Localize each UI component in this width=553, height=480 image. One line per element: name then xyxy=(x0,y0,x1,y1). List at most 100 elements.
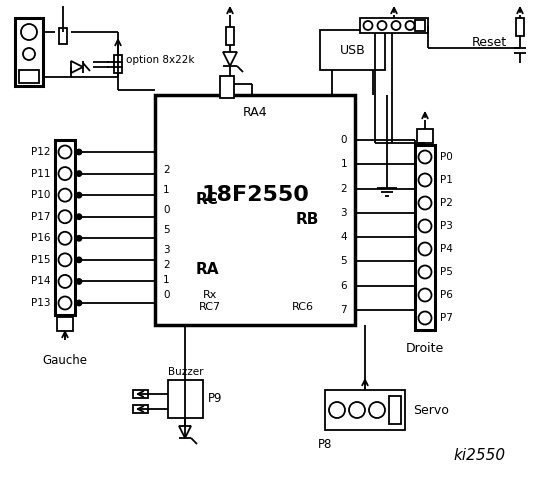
Circle shape xyxy=(419,265,431,278)
Text: Reset: Reset xyxy=(472,36,507,49)
Circle shape xyxy=(23,48,35,60)
Circle shape xyxy=(363,21,373,30)
Text: P0: P0 xyxy=(440,152,453,162)
Text: P17: P17 xyxy=(30,212,50,222)
Bar xyxy=(57,317,73,331)
Text: 6: 6 xyxy=(341,281,347,291)
Text: 3: 3 xyxy=(341,208,347,218)
Polygon shape xyxy=(71,61,83,73)
Bar xyxy=(320,30,385,70)
Circle shape xyxy=(369,402,385,418)
Circle shape xyxy=(349,402,365,418)
Text: 2: 2 xyxy=(163,260,170,270)
Bar xyxy=(155,95,355,325)
Text: 0: 0 xyxy=(163,290,170,300)
Circle shape xyxy=(419,242,431,255)
Text: 5: 5 xyxy=(341,256,347,266)
Circle shape xyxy=(59,253,71,266)
Circle shape xyxy=(59,167,71,180)
Text: 2: 2 xyxy=(163,165,170,175)
Text: 18F2550: 18F2550 xyxy=(201,185,309,205)
Text: Servo: Servo xyxy=(413,404,449,417)
Text: 1: 1 xyxy=(163,185,170,195)
Text: P4: P4 xyxy=(440,244,453,254)
Bar xyxy=(417,129,433,143)
Circle shape xyxy=(329,402,345,418)
Circle shape xyxy=(392,21,400,30)
Text: 1: 1 xyxy=(341,159,347,169)
Polygon shape xyxy=(179,426,191,438)
Polygon shape xyxy=(223,52,237,66)
Circle shape xyxy=(378,21,387,30)
Text: P15: P15 xyxy=(30,255,50,265)
Text: 1: 1 xyxy=(163,275,170,285)
Bar xyxy=(516,18,524,36)
Text: 0: 0 xyxy=(163,205,170,215)
Text: RA: RA xyxy=(195,263,219,277)
Text: USB: USB xyxy=(340,44,366,57)
Circle shape xyxy=(59,145,71,158)
Bar xyxy=(19,70,39,83)
Circle shape xyxy=(419,288,431,301)
Bar xyxy=(15,18,43,86)
Text: P6: P6 xyxy=(440,290,453,300)
Text: P7: P7 xyxy=(440,313,453,323)
Bar xyxy=(220,76,234,98)
Text: Gauche: Gauche xyxy=(43,353,87,367)
Text: P11: P11 xyxy=(30,168,50,179)
Text: RC: RC xyxy=(196,192,218,207)
Text: 3: 3 xyxy=(163,245,170,255)
Text: Buzzer: Buzzer xyxy=(168,367,204,377)
Bar xyxy=(133,405,148,413)
Text: P9: P9 xyxy=(208,393,222,406)
Text: 0: 0 xyxy=(341,135,347,145)
Text: P16: P16 xyxy=(30,233,50,243)
Text: 5: 5 xyxy=(163,225,170,235)
Bar xyxy=(415,145,435,330)
Circle shape xyxy=(76,214,81,219)
Circle shape xyxy=(59,189,71,202)
Bar xyxy=(55,140,75,315)
Bar xyxy=(133,390,148,398)
Text: RA4: RA4 xyxy=(243,107,267,120)
Text: RC6: RC6 xyxy=(292,302,314,312)
Circle shape xyxy=(419,312,431,324)
Text: Droite: Droite xyxy=(406,341,444,355)
Text: 2: 2 xyxy=(341,183,347,193)
Circle shape xyxy=(405,21,415,30)
Text: P2: P2 xyxy=(440,198,453,208)
Circle shape xyxy=(419,219,431,232)
Text: RB: RB xyxy=(295,213,319,228)
Circle shape xyxy=(76,300,81,305)
Circle shape xyxy=(419,196,431,209)
Text: P14: P14 xyxy=(30,276,50,287)
Circle shape xyxy=(76,192,81,198)
Text: ki2550: ki2550 xyxy=(454,447,506,463)
Circle shape xyxy=(419,151,431,164)
Bar xyxy=(360,18,428,33)
Text: P5: P5 xyxy=(440,267,453,277)
Text: 7: 7 xyxy=(341,305,347,315)
Circle shape xyxy=(76,171,81,176)
Bar xyxy=(415,20,425,31)
Bar xyxy=(114,55,122,73)
Bar xyxy=(226,27,234,45)
Circle shape xyxy=(59,297,71,310)
Text: P1: P1 xyxy=(440,175,453,185)
Circle shape xyxy=(76,279,81,284)
Bar xyxy=(325,390,405,430)
Text: RC7: RC7 xyxy=(199,302,221,312)
Circle shape xyxy=(76,149,81,155)
Circle shape xyxy=(419,173,431,187)
Text: P8: P8 xyxy=(318,437,332,451)
Text: P3: P3 xyxy=(440,221,453,231)
Text: P12: P12 xyxy=(30,147,50,157)
Circle shape xyxy=(21,24,37,40)
Bar xyxy=(168,380,203,418)
Bar xyxy=(59,28,67,44)
Bar xyxy=(389,396,401,424)
Text: option 8x22k: option 8x22k xyxy=(126,55,195,65)
Circle shape xyxy=(59,275,71,288)
Text: 4: 4 xyxy=(341,232,347,242)
Text: P10: P10 xyxy=(30,190,50,200)
